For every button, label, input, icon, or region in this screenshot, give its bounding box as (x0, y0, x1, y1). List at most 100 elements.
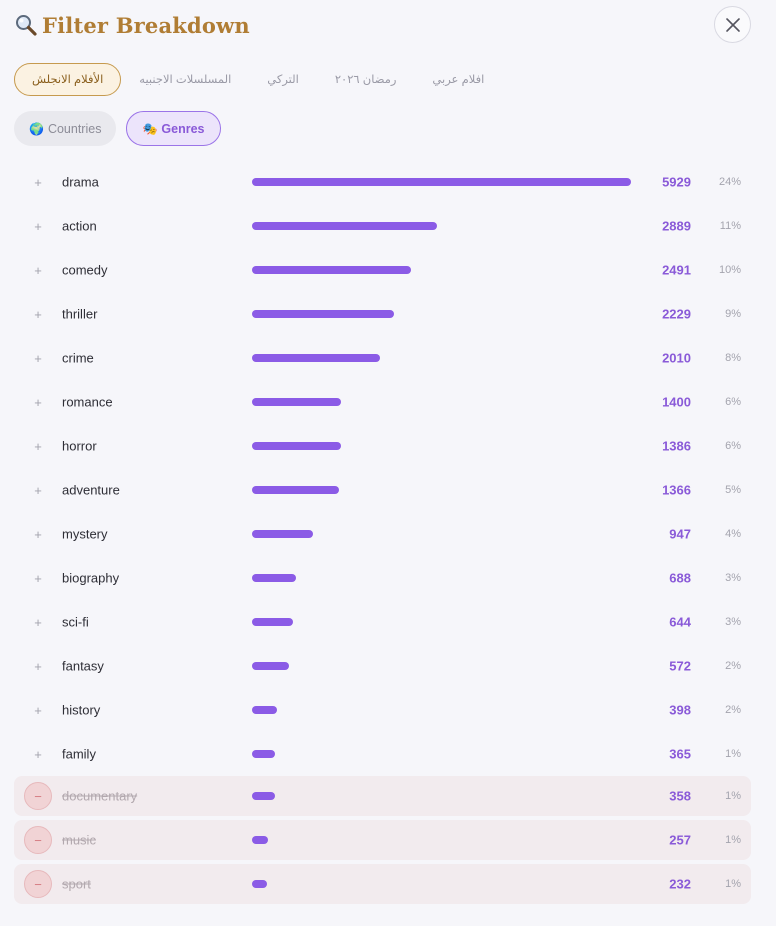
close-button[interactable] (714, 6, 751, 43)
include-toggle-icon[interactable]: + (34, 174, 42, 190)
include-toggle-icon[interactable]: + (34, 350, 42, 366)
genre-row[interactable]: + romance 1400 6% (14, 380, 751, 424)
genre-label: comedy (62, 262, 108, 278)
genre-label: family (62, 746, 96, 762)
genre-count: 5929 (662, 174, 691, 190)
exclude-toggle-icon[interactable]: − (24, 826, 52, 854)
genre-row[interactable]: + crime 2010 8% (14, 336, 751, 380)
genre-bar (252, 618, 293, 626)
tab-arabic-movies[interactable]: افلام عربي (432, 74, 485, 86)
genre-count: 947 (669, 526, 691, 542)
countries-label: Countries (47, 121, 102, 136)
genre-count: 1386 (662, 438, 691, 454)
genre-row[interactable]: + drama 5929 24% (14, 160, 751, 204)
genre-label: sport (62, 876, 91, 892)
genre-row[interactable]: + thriller 2229 9% (14, 292, 751, 336)
genre-percent: 24% (718, 176, 741, 188)
include-toggle-icon[interactable]: + (34, 658, 42, 674)
genre-percent: 2% (725, 704, 741, 716)
genre-percent: 4% (725, 528, 741, 540)
genre-row[interactable]: + adventure 1366 5% (14, 468, 751, 512)
genre-label: action (62, 218, 97, 234)
include-toggle-icon[interactable]: + (34, 394, 42, 410)
genre-count: 572 (669, 658, 691, 674)
genre-row[interactable]: + fantasy 572 2% (14, 644, 751, 688)
genre-count: 2010 (662, 350, 691, 366)
include-toggle-icon[interactable]: + (34, 438, 42, 454)
genre-percent: 10% (718, 264, 741, 276)
genre-row[interactable]: + family 365 1% (14, 732, 751, 776)
header: Filter Breakdown (14, 10, 250, 40)
theater-masks-icon: 🎭 (142, 121, 158, 136)
magnifier-icon (14, 13, 38, 37)
genre-percent: 2% (725, 660, 741, 672)
tab-english-movies[interactable]: الأفلام الانجلش (14, 62, 122, 96)
include-toggle-icon[interactable]: + (34, 306, 42, 322)
source-tabs: الأفلام الانجلش المسلسلات الاجنبيه الترك… (14, 62, 502, 96)
genre-row[interactable]: − music 257 1% (14, 820, 751, 860)
genre-row[interactable]: − documentary 358 1% (14, 776, 751, 816)
genre-row[interactable]: + action 2889 11% (14, 204, 751, 248)
genre-row[interactable]: + horror 1386 6% (14, 424, 751, 468)
genre-label: adventure (62, 482, 120, 498)
genre-bar (252, 310, 394, 318)
include-toggle-icon[interactable]: + (34, 702, 42, 718)
genre-bar (252, 750, 275, 758)
genre-bar (252, 530, 313, 538)
genre-percent: 1% (725, 790, 741, 802)
genre-bar (252, 354, 380, 362)
tab-ramadan-2026[interactable]: رمضان ٢٠٢٦ (334, 74, 397, 86)
genre-row[interactable]: + sci-fi 644 3% (14, 600, 751, 644)
genre-count: 257 (669, 832, 691, 848)
genre-row[interactable]: + mystery 947 4% (14, 512, 751, 556)
genre-percent: 1% (725, 748, 741, 760)
genre-count: 2229 (662, 306, 691, 322)
breakdown-type-toggle: 🌍 Countries 🎭 Genres (14, 111, 221, 146)
genre-label: horror (62, 438, 97, 454)
genre-percent: 5% (725, 484, 741, 496)
genre-percent: 3% (725, 616, 741, 628)
genre-row[interactable]: + history 398 2% (14, 688, 751, 732)
genre-label: mystery (62, 526, 108, 542)
genre-bar (252, 706, 277, 714)
genre-row[interactable]: + biography 688 3% (14, 556, 751, 600)
genre-percent: 9% (725, 308, 741, 320)
genre-count: 644 (669, 614, 691, 630)
genre-row[interactable]: + comedy 2491 10% (14, 248, 751, 292)
tab-foreign-series[interactable]: المسلسلات الاجنبيه (139, 74, 232, 86)
countries-pill[interactable]: 🌍 Countries (14, 111, 117, 146)
globe-icon: 🌍 (29, 121, 44, 136)
genre-bar (252, 266, 411, 274)
include-toggle-icon[interactable]: + (34, 218, 42, 234)
genre-bar (252, 836, 268, 844)
genre-label: music (62, 832, 96, 848)
genre-row[interactable]: − sport 232 1% (14, 864, 751, 904)
genre-percent: 11% (719, 220, 741, 232)
include-toggle-icon[interactable]: + (34, 570, 42, 586)
genre-bar (252, 398, 341, 406)
genre-label: biography (62, 570, 120, 586)
include-toggle-icon[interactable]: + (34, 482, 42, 498)
genre-label: crime (62, 350, 94, 366)
genre-label: sci-fi (62, 614, 89, 630)
genres-pill[interactable]: 🎭 Genres (126, 111, 221, 146)
include-toggle-icon[interactable]: + (34, 262, 42, 278)
genre-percent: 6% (725, 440, 741, 452)
include-toggle-icon[interactable]: + (34, 526, 42, 542)
page-title: Filter Breakdown (42, 12, 250, 38)
genre-count: 688 (669, 570, 691, 586)
genres-label: Genres (161, 121, 205, 136)
genre-count: 2491 (662, 262, 691, 278)
genre-count: 2889 (662, 218, 691, 234)
genre-label: fantasy (62, 658, 104, 674)
genre-label: romance (62, 394, 113, 410)
genre-label: documentary (62, 788, 138, 804)
exclude-toggle-icon[interactable]: − (24, 782, 52, 810)
genre-bar (252, 222, 437, 230)
genre-list: + drama 5929 24% + action 2889 11% + comedy 2491 10… (14, 160, 751, 908)
tab-turkish[interactable]: التركي (267, 74, 299, 86)
include-toggle-icon[interactable]: + (34, 614, 42, 630)
include-toggle-icon[interactable]: + (34, 746, 42, 762)
exclude-toggle-icon[interactable]: − (24, 870, 52, 898)
